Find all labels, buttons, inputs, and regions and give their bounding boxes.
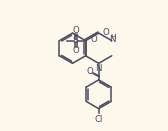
Text: O: O — [72, 46, 79, 55]
Text: O: O — [72, 26, 79, 35]
Text: Cl: Cl — [94, 115, 103, 124]
Text: N: N — [95, 64, 101, 73]
Text: O: O — [103, 28, 110, 37]
Text: O: O — [90, 35, 97, 44]
Text: S: S — [73, 36, 78, 45]
Text: O: O — [87, 67, 93, 76]
Text: N: N — [109, 35, 116, 44]
Text: H: H — [110, 34, 116, 40]
